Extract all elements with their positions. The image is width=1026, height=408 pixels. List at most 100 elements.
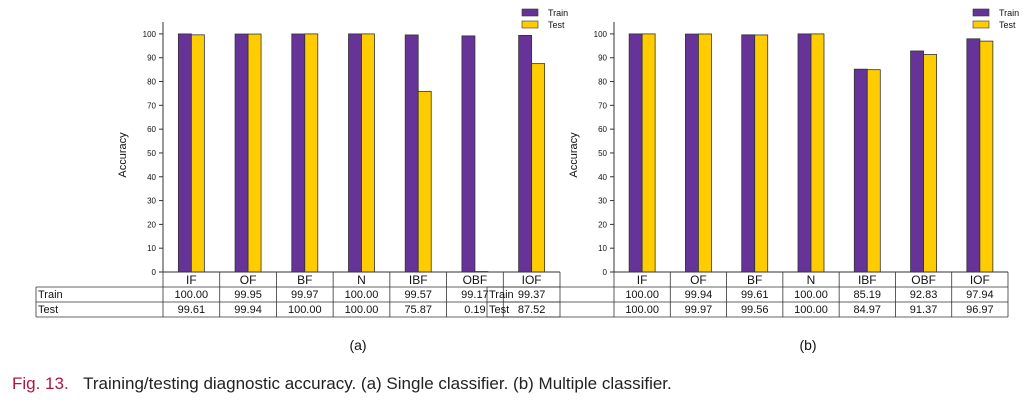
- chart-a-ytick-label: 20: [147, 220, 156, 229]
- chart-a-bar-train-iof: [518, 35, 533, 273]
- chart-b-category-label: OF: [690, 273, 707, 287]
- chart-b-sublabel: (b): [799, 337, 816, 353]
- chart-b-category-label: N: [807, 273, 816, 287]
- chart-b-ytick-label: 0: [603, 268, 608, 277]
- chart-b-bar-test-if: [641, 33, 656, 273]
- chart-a-ytick-label: 0: [152, 268, 157, 277]
- chart-a-ytick-label: 40: [147, 173, 156, 182]
- chart-a-ytick-label: 60: [147, 125, 156, 134]
- chart-a-data-label: 100.00: [345, 289, 379, 301]
- chart-a-bar-test-bf: [304, 33, 319, 273]
- chart-a-data-label: 100.00: [288, 304, 322, 316]
- chart-a-data-label: 99.57: [404, 289, 432, 301]
- chart-b-ytick-label: 100: [594, 30, 608, 39]
- chart-b-category-label: OBF: [911, 273, 936, 287]
- chart-a-category-label: IOF: [522, 273, 542, 287]
- chart-a-ylabel: Accuracy: [117, 132, 129, 178]
- chart-b-data-label: 100.00: [625, 289, 659, 301]
- chart-b-row-label-test: Test: [489, 304, 509, 316]
- chart-a-legend-swatch-train: [521, 8, 539, 17]
- chart-a-data-label: 99.95: [234, 289, 262, 301]
- chart-b-bar-test-n: [810, 33, 825, 273]
- chart-b-ytick-label: 70: [598, 101, 607, 110]
- chart-a-bar-test-n: [361, 33, 375, 273]
- chart-a-category-label: N: [357, 273, 366, 287]
- chart-b-category-label: BF: [747, 273, 762, 287]
- chart-b-ytick-label: 50: [598, 149, 607, 158]
- chart-a-bar-test-ibf: [417, 90, 432, 273]
- chart-a-data-label: 87.52: [518, 304, 546, 316]
- chart-a-category-label: OF: [240, 273, 257, 287]
- chart-a-ytick-label: 30: [147, 197, 156, 206]
- chart-a-category-label: IF: [186, 273, 197, 287]
- chart-a-legend-swatch-test: [521, 20, 539, 29]
- chart-a-data-label: 0.19: [464, 304, 485, 316]
- chart-b-bar-train-iof: [966, 38, 981, 273]
- chart-b-category-label: IF: [637, 273, 648, 287]
- chart-b-bar-train-obf: [910, 50, 924, 273]
- chart-a-bar-test-of: [247, 33, 262, 273]
- chart-b-bar-train-if: [628, 33, 643, 273]
- chart-a-data-label: 99.61: [178, 304, 206, 316]
- chart-b-data-label: 85.19: [854, 289, 882, 301]
- chart-a-sublabel: (a): [349, 337, 366, 353]
- chart-b-bar-test-of: [698, 33, 712, 273]
- chart-b-data-label: 84.97: [854, 304, 882, 316]
- chart-a-data-label: 99.94: [234, 304, 262, 316]
- chart-a-category-label: OBF: [463, 273, 488, 287]
- chart-b-data-label: 92.83: [910, 289, 938, 301]
- chart-b-bar-test-obf: [923, 54, 937, 273]
- chart-b-legend-swatch-test: [972, 20, 990, 29]
- chart-b-data-label: 91.37: [910, 304, 938, 316]
- chart-b-bar-test-iof: [979, 40, 994, 273]
- chart-a-data-label: 99.97: [291, 289, 319, 301]
- chart-b-data-label: 100.00: [794, 289, 828, 301]
- chart-b-category-label: IBF: [858, 273, 877, 287]
- chart-a-data-label: 75.87: [404, 304, 432, 316]
- chart-a-ytick-label: 90: [147, 54, 156, 63]
- chart-a-ytick-label: 70: [147, 101, 156, 110]
- chart-a-ytick-label: 10: [147, 244, 156, 253]
- chart-a-data-label: 100.00: [175, 289, 209, 301]
- chart-b-ytick-label: 30: [598, 197, 607, 206]
- chart-b-ytick-label: 60: [598, 125, 607, 134]
- chart-b-bar-train-ibf: [853, 68, 868, 273]
- chart-b-legend-swatch-train: [972, 8, 990, 17]
- chart-b-row-label-train: Train: [489, 289, 514, 301]
- chart-b-ytick-label: 40: [598, 173, 607, 182]
- figure-caption: Fig. 13. Training/testing diagnostic acc…: [12, 374, 672, 394]
- chart-b-data-label: 97.94: [966, 289, 994, 301]
- chart-b-data-label: 99.97: [685, 304, 713, 316]
- chart-b-legend-label-train: Train: [999, 8, 1019, 18]
- chart-a-ytick-label: 100: [143, 30, 157, 39]
- chart-b-ytick-label: 90: [598, 54, 607, 63]
- chart-b-legend-label-test: Test: [999, 20, 1016, 30]
- chart-b-ytick-label: 10: [598, 244, 607, 253]
- chart-b-data-label: 99.61: [741, 289, 769, 301]
- chart-b-data-label: 100.00: [794, 304, 828, 316]
- chart-b-ytick-label: 80: [598, 78, 607, 87]
- chart-a-bar-test-iof: [531, 63, 546, 273]
- chart-a-bar-train-ibf: [404, 34, 419, 273]
- chart-a-row-label-test: Test: [38, 304, 58, 316]
- chart-a-legend-label-test: Test: [548, 20, 565, 30]
- chart-b-bar-test-bf: [754, 34, 769, 273]
- chart-a-category-label: BF: [297, 273, 312, 287]
- chart-b-bar-train-of: [685, 33, 699, 273]
- chart-a-data-label: 99.37: [518, 289, 546, 301]
- chart-a-bar-train-obf: [461, 35, 476, 273]
- chart-a-ytick-label: 80: [147, 78, 156, 87]
- chart-a-ytick-label: 50: [147, 149, 156, 158]
- chart-a-category-label: IBF: [409, 273, 428, 287]
- chart-a-data-label: 100.00: [345, 304, 379, 316]
- chart-a-bar-train-of: [234, 33, 249, 273]
- chart-b-data-label: 99.94: [685, 289, 713, 301]
- chart-b-data-label: 100.00: [625, 304, 659, 316]
- chart-a-bar-test-if: [190, 34, 205, 273]
- chart-b-ylabel: Accuracy: [568, 132, 580, 178]
- chart-b-bar-train-n: [797, 33, 812, 273]
- chart-b-category-label: IOF: [970, 273, 990, 287]
- chart-b-ytick-label: 20: [598, 220, 607, 229]
- caption-text: Training/testing diagnostic accuracy. (a…: [83, 374, 672, 393]
